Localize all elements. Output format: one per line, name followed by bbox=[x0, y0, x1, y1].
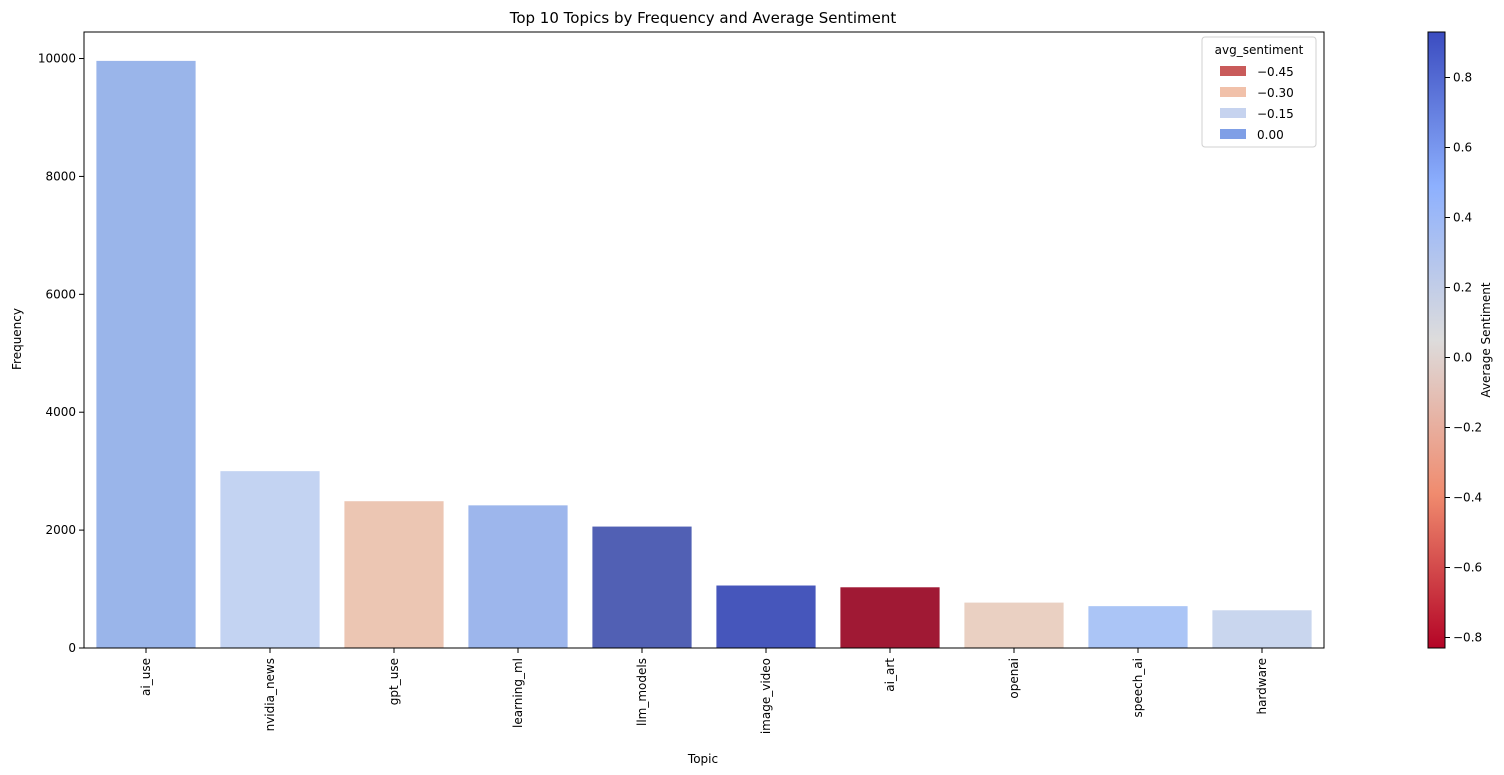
y-tick-label: 8000 bbox=[45, 169, 76, 183]
legend-swatch bbox=[1220, 87, 1246, 97]
colorbar-gradient bbox=[1427, 31, 1446, 649]
x-axis-label: Topic bbox=[687, 752, 718, 766]
x-tick-label-ai_art: ai_art bbox=[883, 658, 897, 692]
legend-frame bbox=[1201, 36, 1317, 148]
colorbar-tick-label: 0.2 bbox=[1453, 281, 1472, 295]
colorbar-label: Average Sentiment bbox=[1479, 282, 1493, 397]
legend-swatch bbox=[1220, 108, 1246, 118]
bar-learning_ml bbox=[468, 505, 568, 648]
bar-speech_ai bbox=[1088, 606, 1188, 648]
x-tick-label-nvidia_news: nvidia_news bbox=[263, 658, 277, 731]
bar-openai bbox=[964, 602, 1064, 648]
legend-label: −0.30 bbox=[1257, 86, 1294, 100]
bar-gpt_use bbox=[344, 501, 444, 648]
y-tick-label: 4000 bbox=[45, 405, 76, 419]
legend-label: −0.45 bbox=[1257, 65, 1294, 79]
x-tick-label-speech_ai: speech_ai bbox=[1131, 658, 1145, 718]
y-tick-label: 6000 bbox=[45, 287, 76, 301]
plot-frame bbox=[83, 31, 1325, 649]
bar-hardware bbox=[1212, 610, 1312, 648]
x-tick-label-learning_ml: learning_ml bbox=[511, 658, 525, 728]
colorbar-tick-label: 0.4 bbox=[1453, 211, 1472, 225]
y-tick-label: 2000 bbox=[45, 523, 76, 537]
y-axis-label: Frequency bbox=[10, 308, 24, 370]
colorbar-tick-label: 0.6 bbox=[1453, 141, 1472, 155]
legend-label: 0.00 bbox=[1257, 128, 1284, 142]
legend-label: −0.15 bbox=[1257, 107, 1294, 121]
x-tick-label-openai: openai bbox=[1007, 658, 1021, 699]
y-tick-label: 0 bbox=[68, 641, 76, 655]
legend-title: avg_sentiment bbox=[1215, 43, 1304, 57]
legend: avg_sentiment −0.45 −0.30 −0.15 0.00 bbox=[1201, 36, 1317, 148]
bar-ai_use bbox=[96, 60, 196, 648]
legend-swatch bbox=[1220, 129, 1246, 139]
x-tick-label-image_video: image_video bbox=[759, 658, 773, 734]
chart-title: Top 10 Topics by Frequency and Average S… bbox=[509, 9, 897, 27]
colorbar-tick-label: −0.4 bbox=[1453, 491, 1482, 505]
colorbar-tick-label: −0.2 bbox=[1453, 421, 1482, 435]
bar-image_video bbox=[716, 585, 816, 648]
plot-area: 0 2000 4000 6000 8000 10000 ai_use nvidia_news… bbox=[38, 31, 1325, 734]
colorbar-tick-label: 0.8 bbox=[1453, 71, 1472, 85]
colorbar-tick-label: −0.6 bbox=[1453, 561, 1482, 575]
colorbar-tick-label: −0.8 bbox=[1453, 631, 1482, 645]
bar-ai_art bbox=[840, 587, 940, 648]
bar-llm_models bbox=[592, 526, 692, 648]
y-tick-label: 10000 bbox=[38, 52, 76, 66]
legend-swatch bbox=[1220, 66, 1246, 76]
colorbar: 0.8 0.6 0.4 0.2 0.0 −0.2 −0.4 −0.6 −0.8 Average … bbox=[1427, 31, 1493, 649]
x-tick-label-ai_use: ai_use bbox=[139, 658, 153, 696]
x-tick-label-hardware: hardware bbox=[1255, 658, 1269, 715]
colorbar-tick-label: 0.0 bbox=[1453, 351, 1472, 365]
x-tick-label-gpt_use: gpt_use bbox=[387, 658, 401, 705]
x-tick-label-llm_models: llm_models bbox=[635, 658, 649, 726]
bar-nvidia_news bbox=[220, 471, 320, 648]
